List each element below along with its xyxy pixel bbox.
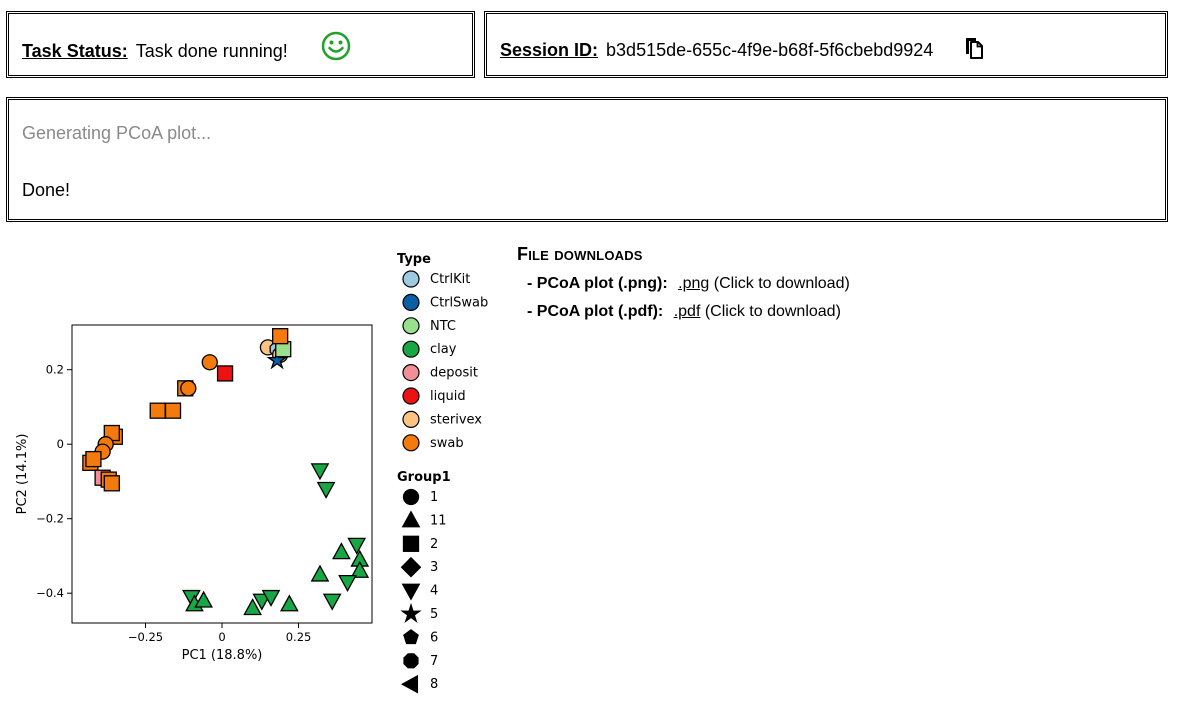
data-point bbox=[261, 589, 281, 607]
data-point bbox=[252, 593, 272, 611]
y-tick-label: 0 bbox=[57, 437, 64, 451]
legend-shape bbox=[403, 629, 419, 645]
legend-label: NTC bbox=[430, 319, 456, 334]
data-point bbox=[85, 450, 102, 468]
y-tick-label: −0.4 bbox=[36, 586, 64, 600]
download-row-pdf: - PCoA plot (.pdf): .pdf (Click to downl… bbox=[527, 303, 850, 321]
data-point bbox=[180, 380, 197, 397]
data-point bbox=[332, 542, 351, 560]
data-point bbox=[216, 365, 234, 382]
legend-type-title: Type bbox=[397, 252, 431, 267]
log-line: Done! bbox=[22, 180, 71, 200]
legend-label: 8 bbox=[430, 677, 438, 692]
download-label: - PCoA plot (.png): bbox=[527, 275, 668, 292]
download-label: - PCoA plot (.pdf): bbox=[527, 303, 664, 320]
legend-shape bbox=[400, 602, 422, 624]
session-id-panel: Session ID: b3d515de-655c-4f9e-b68f-5f6c… bbox=[484, 11, 1168, 78]
data-point bbox=[310, 564, 330, 582]
legend-shape bbox=[401, 674, 419, 694]
download-pdf-link[interactable]: .pdf bbox=[673, 303, 701, 320]
task-status-panel: Task Status: Task done running! bbox=[6, 11, 475, 78]
legend-swatch bbox=[402, 364, 420, 382]
data-point bbox=[149, 402, 166, 419]
download-png-link[interactable]: .png bbox=[678, 275, 710, 292]
download-row-png: - PCoA plot (.png): .png (Click to downl… bbox=[527, 275, 850, 293]
data-point bbox=[338, 574, 357, 592]
data-point bbox=[103, 475, 120, 492]
pcoa-plot: −0.25 0 0.25 0.2 0 −0.2 −0.4 PC1 (18.8%) PC2 (14… bbox=[15, 252, 488, 694]
legend-swatch bbox=[402, 340, 420, 358]
data-point bbox=[322, 593, 342, 611]
legend-shape bbox=[400, 556, 422, 578]
legend-label: 1 bbox=[430, 490, 438, 505]
y-axis-label: PC2 (14.1%) bbox=[15, 434, 30, 515]
legend-label: 5 bbox=[430, 607, 438, 622]
legend-shape bbox=[402, 488, 420, 506]
log-panel: Generating PCoA plot... Done! bbox=[6, 97, 1168, 222]
legend-label: swab bbox=[430, 436, 464, 451]
file-downloads-title: File downloads bbox=[517, 244, 643, 264]
file-downloads-section: File downloads - PCoA plot (.png): .png … bbox=[517, 244, 850, 321]
session-id-row: Session ID: b3d515de-655c-4f9e-b68f-5f6c… bbox=[500, 36, 985, 65]
data-point bbox=[266, 349, 288, 370]
legend-label: 3 bbox=[430, 560, 438, 575]
legend-label: deposit bbox=[430, 366, 478, 381]
data-point bbox=[279, 594, 299, 612]
data-point bbox=[310, 463, 330, 481]
task-status-row: Task Status: Task done running! bbox=[22, 31, 351, 66]
data-point bbox=[194, 590, 213, 608]
x-tick-label: 0 bbox=[218, 630, 225, 644]
legend-label: CtrlKit bbox=[430, 272, 470, 287]
plot-axes: −0.25 0 0.25 0.2 0 −0.2 −0.4 PC1 (18.8%) PC2 (14… bbox=[15, 324, 373, 663]
data-point bbox=[272, 328, 289, 345]
x-tick-label: 0.25 bbox=[286, 630, 312, 644]
smiley-icon bbox=[321, 31, 351, 66]
data-point bbox=[201, 354, 218, 371]
legend-label: clay bbox=[430, 342, 457, 357]
legend-label: 4 bbox=[430, 584, 438, 599]
legend-swatch bbox=[402, 317, 420, 335]
legend-group-title: Group1 bbox=[397, 470, 451, 485]
task-status-text: Task done running! bbox=[135, 40, 288, 61]
legend-label: 7 bbox=[430, 654, 438, 669]
legend-swatch bbox=[402, 270, 420, 288]
data-point bbox=[243, 598, 262, 616]
legend-label: 2 bbox=[430, 537, 438, 552]
legend-label: CtrlSwab bbox=[430, 295, 488, 310]
data-point bbox=[347, 537, 367, 555]
data-point bbox=[164, 402, 182, 419]
legend-shape bbox=[402, 535, 420, 552]
plot-points bbox=[82, 328, 370, 616]
legend-swatch bbox=[402, 293, 420, 312]
legend-swatch bbox=[402, 434, 420, 452]
x-tick-label: −0.25 bbox=[128, 630, 163, 644]
y-tick-label: 0.2 bbox=[46, 363, 64, 377]
legend-swatch bbox=[402, 387, 420, 405]
data-point bbox=[350, 560, 370, 578]
legend-label: sterivex bbox=[430, 412, 482, 427]
legend-shape bbox=[401, 583, 421, 601]
download-hint: (Click to download) bbox=[704, 303, 841, 320]
plot-legend: Type CtrlKit CtrlSwab NTC clay deposit liquid s… bbox=[397, 252, 488, 694]
session-id-label: Session ID: bbox=[500, 40, 599, 60]
legend-shape bbox=[401, 510, 421, 528]
y-tick-label: −0.2 bbox=[36, 512, 64, 526]
x-axis-label: PC1 (18.8%) bbox=[182, 648, 263, 663]
legend-shape bbox=[403, 653, 419, 669]
session-id-value[interactable]: b3d515de-655c-4f9e-b68f-5f6cbebd9924 bbox=[606, 40, 934, 60]
data-point bbox=[316, 481, 336, 499]
legend-label: 6 bbox=[430, 630, 438, 645]
legend-label: 11 bbox=[430, 513, 447, 528]
legend-label: liquid bbox=[430, 389, 466, 404]
download-hint: (Click to download) bbox=[713, 275, 850, 292]
task-status-label: Task Status: bbox=[22, 40, 128, 61]
legend-swatch bbox=[402, 410, 420, 428]
copy-icon[interactable] bbox=[963, 36, 985, 65]
log-line: Generating PCoA plot... bbox=[22, 123, 212, 143]
